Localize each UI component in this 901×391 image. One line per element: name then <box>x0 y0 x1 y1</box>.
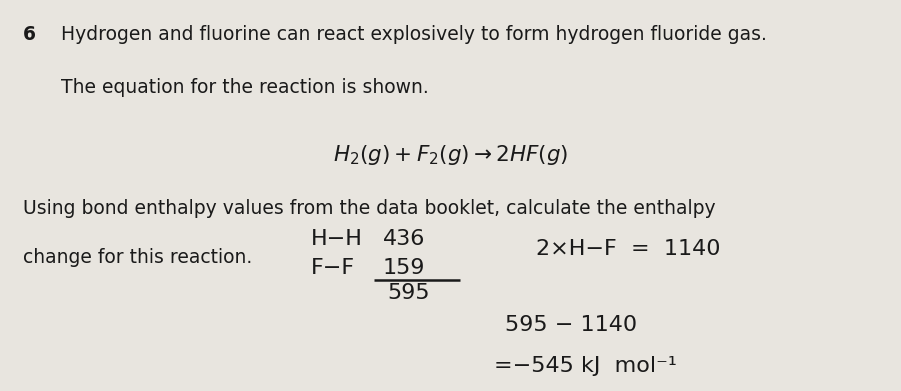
Text: 6: 6 <box>23 25 35 45</box>
Text: 595: 595 <box>387 283 430 303</box>
Text: 436: 436 <box>383 229 425 249</box>
Text: H−H: H−H <box>311 229 363 249</box>
Text: change for this reaction.: change for this reaction. <box>23 248 251 267</box>
Text: F−F: F−F <box>311 258 355 278</box>
Text: $H_2(g) + F_2(g) \rightarrow 2HF(g)$: $H_2(g) + F_2(g) \rightarrow 2HF(g)$ <box>332 143 569 167</box>
Text: 159: 159 <box>383 258 425 278</box>
Text: Using bond enthalpy values from the data booklet, calculate the enthalpy: Using bond enthalpy values from the data… <box>23 199 715 219</box>
Text: 2×H−F  =  1140: 2×H−F = 1140 <box>536 239 721 258</box>
Text: Hydrogen and fluorine can react explosively to form hydrogen fluoride gas.: Hydrogen and fluorine can react explosiv… <box>61 25 767 45</box>
Text: =−545 kJ  mol⁻¹: =−545 kJ mol⁻¹ <box>494 356 677 376</box>
Text: 595 − 1140: 595 − 1140 <box>505 315 637 335</box>
Text: The equation for the reaction is shown.: The equation for the reaction is shown. <box>61 78 429 97</box>
